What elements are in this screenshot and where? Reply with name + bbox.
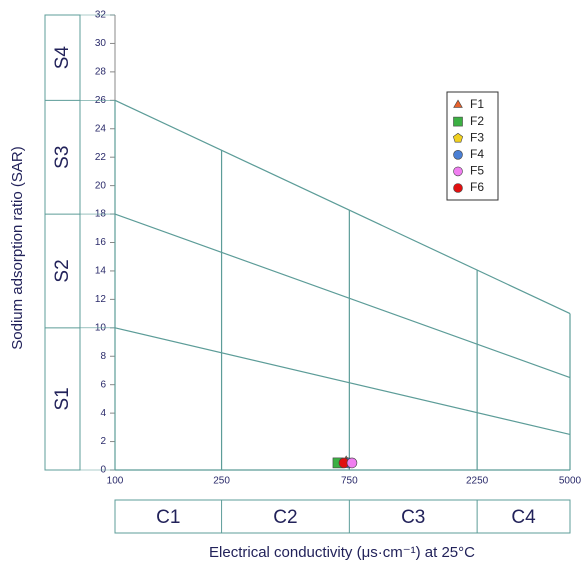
sodium-class: S3 bbox=[52, 146, 73, 169]
marker bbox=[453, 183, 463, 193]
salinity-class: C3 bbox=[401, 507, 425, 528]
y-tick-label: 22 bbox=[95, 152, 107, 163]
class-boundary bbox=[114, 327, 571, 436]
sodium-class: S4 bbox=[52, 46, 73, 70]
legend-label: F3 bbox=[470, 130, 484, 144]
salinity-class: C2 bbox=[273, 507, 297, 528]
y-tick-label: 6 bbox=[100, 379, 106, 390]
salinity-class: C4 bbox=[511, 507, 536, 528]
y-tick-label: 14 bbox=[95, 266, 107, 277]
x-tick-label: 5000 bbox=[559, 476, 582, 487]
marker bbox=[453, 166, 463, 177]
y-tick-label: 4 bbox=[100, 408, 106, 419]
y-tick-label: 30 bbox=[95, 38, 107, 49]
y-tick-label: 28 bbox=[95, 67, 107, 78]
legend-label: F4 bbox=[470, 147, 484, 161]
marker bbox=[346, 457, 358, 469]
y-tick-label: 12 bbox=[95, 294, 107, 305]
x-tick-label: 250 bbox=[213, 476, 230, 487]
y-tick-label: 8 bbox=[100, 351, 106, 362]
s-box bbox=[44, 14, 81, 471]
class-boundary bbox=[114, 99, 571, 315]
legend-label: F6 bbox=[470, 180, 484, 194]
x-tick-label: 100 bbox=[107, 476, 124, 487]
y-tick-label: 2 bbox=[100, 436, 106, 447]
x-tick-label: 2250 bbox=[466, 476, 489, 487]
x-tick-label: 750 bbox=[341, 476, 358, 487]
sodium-class: S1 bbox=[52, 387, 73, 410]
legend-label: F1 bbox=[470, 97, 484, 111]
y-tick-label: 20 bbox=[95, 180, 107, 191]
legend-label: F2 bbox=[470, 114, 484, 128]
sodium-class: S2 bbox=[52, 259, 73, 282]
y-axis-label: Sodium adsorption ratio (SAR) bbox=[9, 146, 26, 349]
c-box bbox=[114, 499, 571, 534]
legend-box bbox=[446, 91, 499, 201]
marker bbox=[453, 116, 463, 127]
salinity-class: C1 bbox=[156, 507, 180, 528]
y-tick-label: 24 bbox=[95, 123, 107, 134]
x-axis-label: Electrical conductivity (μs·cm⁻¹) at 25°… bbox=[209, 544, 475, 561]
marker bbox=[453, 99, 463, 108]
marker bbox=[452, 132, 464, 143]
marker bbox=[453, 150, 463, 160]
class-boundary bbox=[114, 213, 571, 379]
y-tick-label: 16 bbox=[95, 237, 107, 248]
legend-label: F5 bbox=[470, 164, 484, 178]
